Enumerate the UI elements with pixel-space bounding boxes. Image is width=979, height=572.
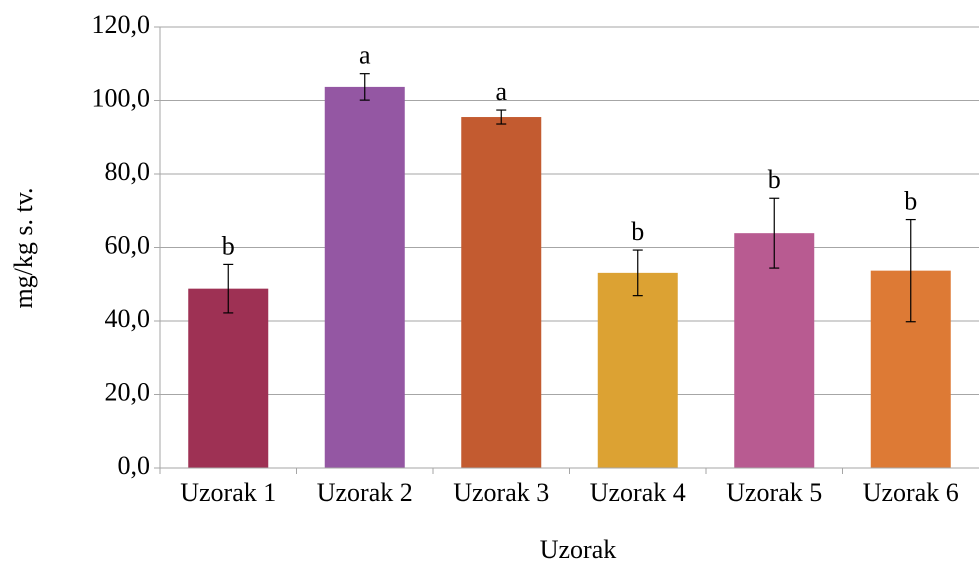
y-tick-label: 80,0 [105,157,151,186]
annotation: b [631,217,644,246]
x-tick-label: Uzorak 2 [317,478,413,507]
bar [597,272,678,468]
bar [461,117,542,468]
y-tick-label: 100,0 [92,83,151,112]
y-axis-label: mg/kg s. tv. [9,187,38,308]
annotation: a [495,77,507,106]
annotation: b [222,231,235,260]
x-axis-label: Uzorak [540,535,617,564]
y-tick-label: 20,0 [105,377,151,406]
x-tick-label: Uzorak 5 [726,478,822,507]
x-tick-label: Uzorak 6 [863,478,959,507]
annotation: b [768,165,781,194]
x-tick-label: Uzorak 1 [180,478,276,507]
bar [324,86,405,468]
y-tick-label: 40,0 [105,304,151,333]
y-tick-label: 0,0 [118,451,151,480]
x-tick-label: Uzorak 3 [453,478,549,507]
annotation: b [904,187,917,216]
bar [734,233,815,468]
bar [188,288,269,468]
x-tick-label: Uzorak 4 [590,478,686,507]
y-tick-label: 60,0 [105,230,151,259]
annotation: a [359,41,371,70]
y-tick-label: 120,0 [92,10,151,39]
